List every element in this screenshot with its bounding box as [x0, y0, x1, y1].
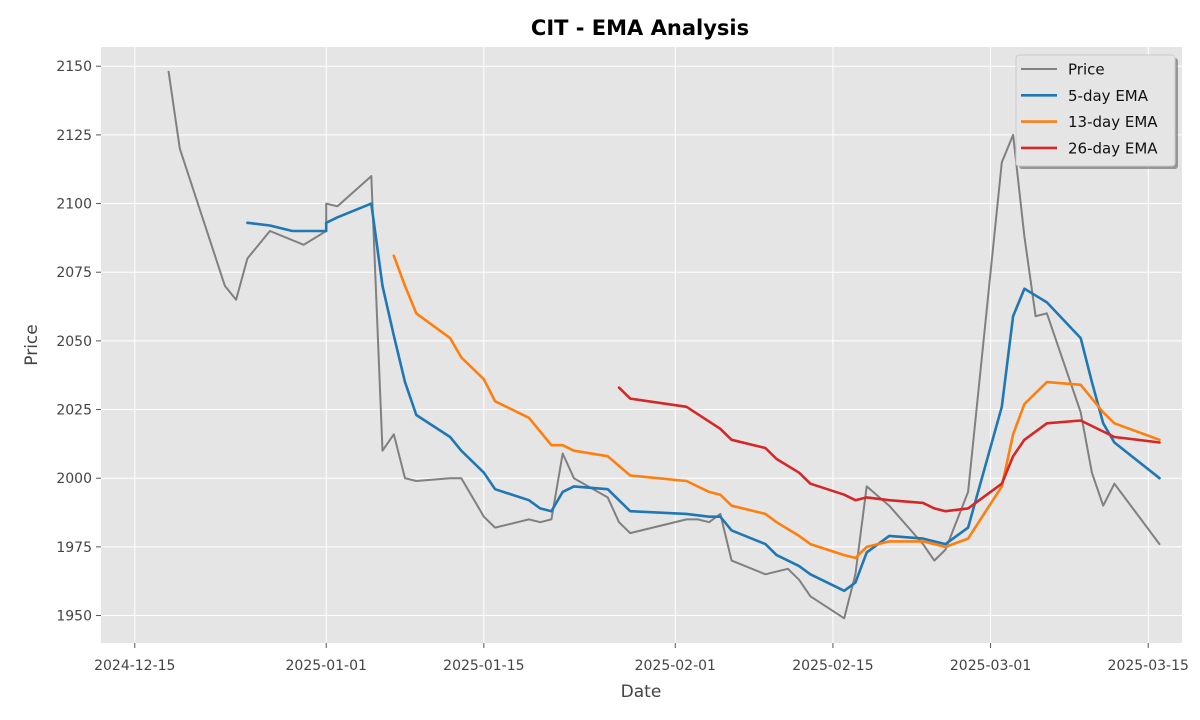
legend-label-13-day-ema: 13-day EMA: [1068, 113, 1158, 131]
x-tick-label: 2025-02-15: [792, 658, 873, 674]
y-axis-label: Price: [22, 324, 42, 365]
x-tick-label: 2024-12-15: [94, 658, 175, 674]
y-tick-label: 1975: [56, 540, 92, 556]
x-tick-label: 2025-01-15: [443, 658, 524, 674]
series-lines: [167, 70, 1161, 620]
y-tick-label: 2000: [56, 471, 92, 487]
series-line-5-day-ema: [246, 202, 1161, 593]
gridlines: [101, 47, 1182, 643]
y-axis-ticks: 1950 1975 2000 2025 2050 2075 2100 2125 2150: [56, 59, 101, 625]
x-axis-ticks: 2024-12-15 2025-01-01 2025-01-15 2025-02-01…: [94, 643, 1189, 674]
x-tick-label: 2025-02-01: [635, 658, 716, 674]
y-tick-label: 2100: [56, 197, 92, 213]
x-tick-label: 2025-03-15: [1108, 658, 1189, 674]
y-tick-label: 1950: [56, 609, 92, 625]
legend-box: [1015, 54, 1176, 167]
legend-label-5-day-ema: 5-day EMA: [1068, 87, 1149, 105]
y-tick-label: 2025: [56, 403, 92, 419]
y-tick-label: 2050: [56, 334, 92, 350]
plot-area: [101, 47, 1182, 643]
chart-title: CIT - EMA Analysis: [531, 16, 749, 40]
y-tick-label: 2075: [56, 265, 92, 281]
legend-label-price: Price: [1068, 61, 1105, 79]
y-tick-label: 2150: [56, 59, 92, 75]
series-line-13-day-ema: [392, 254, 1161, 560]
series-line-26-day-ema: [617, 386, 1161, 513]
y-tick-label: 2125: [56, 128, 92, 144]
legend-label-26-day-ema: 26-day EMA: [1068, 139, 1158, 157]
x-tick-label: 2025-03-01: [950, 658, 1031, 674]
series-line-price: [167, 70, 1161, 620]
legend: Price 5-day EMA 13-day EMA 26-day EMA: [1015, 54, 1178, 169]
x-axis-label: Date: [621, 682, 662, 702]
x-tick-label: 2025-01-01: [286, 658, 367, 674]
